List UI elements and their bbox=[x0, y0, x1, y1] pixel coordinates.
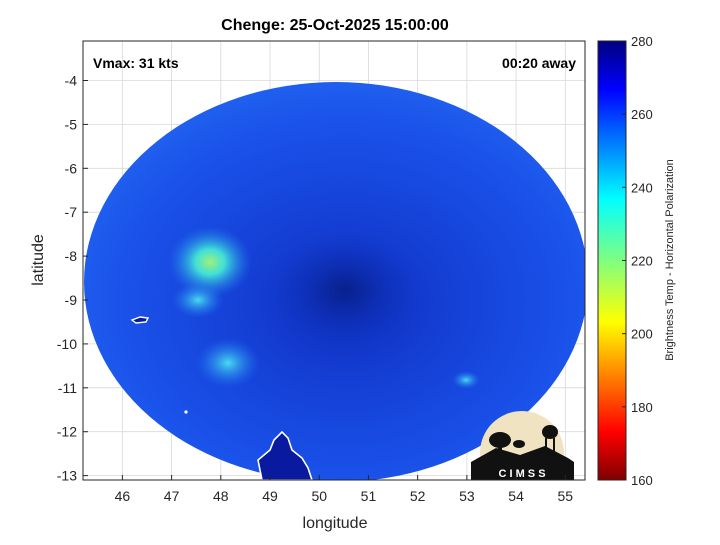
y-tick-label: -5 bbox=[65, 116, 78, 132]
islet bbox=[184, 410, 188, 414]
x-tick-label: 49 bbox=[262, 488, 278, 504]
cold-cloud-cluster-south bbox=[196, 338, 260, 388]
y-tick-label: -6 bbox=[65, 160, 78, 176]
time-away-annotation: 00:20 away bbox=[502, 55, 576, 71]
colorbar-tick-label: 160 bbox=[631, 473, 653, 488]
x-axis-label: longitude bbox=[303, 515, 368, 532]
x-axis: 46 47 48 49 50 51 52 53 54 55 bbox=[115, 475, 574, 504]
colorbar-tick-label: 260 bbox=[631, 107, 653, 122]
chart-title: Chenge: 25-Oct-2025 15:00:00 bbox=[221, 17, 449, 34]
vmax-annotation: Vmax: 31 kts bbox=[93, 55, 179, 71]
y-axis-label: latitude bbox=[30, 234, 47, 286]
colorbar-tick-label: 280 bbox=[631, 34, 653, 49]
y-tick-label: -13 bbox=[57, 468, 77, 484]
y-tick-label: -4 bbox=[65, 73, 78, 89]
y-tick-label: -12 bbox=[57, 424, 77, 440]
cimss-logo-text: C I M S S bbox=[498, 468, 545, 480]
swath-image bbox=[84, 82, 585, 480]
colorbar-tick-label: 220 bbox=[631, 254, 653, 269]
x-tick-label: 55 bbox=[558, 488, 574, 504]
x-tick-label: 50 bbox=[311, 488, 327, 504]
cold-cloud-cluster-mid bbox=[172, 282, 224, 318]
axes-frame bbox=[82, 40, 586, 481]
x-tick-label: 51 bbox=[361, 488, 377, 504]
colorbar-ticks: 280 260 240 220 200 180 160 bbox=[622, 34, 653, 488]
x-tick-label: 52 bbox=[410, 488, 426, 504]
y-tick-label: -11 bbox=[58, 380, 77, 396]
cold-cloud-cluster-east bbox=[452, 371, 480, 389]
colorbar-label: Brightness Temp - Horizontal Polarizatio… bbox=[664, 159, 676, 361]
x-tick-label: 46 bbox=[115, 488, 131, 504]
colorbar-tick-label: 240 bbox=[631, 180, 653, 195]
y-tick-label: -9 bbox=[65, 292, 78, 308]
x-tick-label: 54 bbox=[508, 488, 524, 504]
y-tick-label: -10 bbox=[57, 336, 77, 352]
storm-center bbox=[275, 235, 415, 345]
x-tick-label: 47 bbox=[164, 488, 180, 504]
y-tick-label: -7 bbox=[65, 204, 78, 220]
land-coastline bbox=[257, 430, 313, 480]
colorbar bbox=[597, 40, 627, 481]
x-tick-label: 48 bbox=[213, 488, 229, 504]
y-tick-label: -8 bbox=[65, 248, 78, 264]
colorbar-tick-label: 200 bbox=[631, 327, 653, 342]
colorbar-tick-label: 180 bbox=[631, 400, 653, 415]
cimss-logo: C I M S S bbox=[471, 411, 574, 480]
y-axis: -4 -5 -6 -7 -8 -9 -10 -11 -12 -13 bbox=[57, 73, 88, 484]
cold-cloud-cluster-north bbox=[168, 226, 252, 298]
x-tick-label: 53 bbox=[459, 488, 475, 504]
island-coastline bbox=[130, 316, 150, 324]
